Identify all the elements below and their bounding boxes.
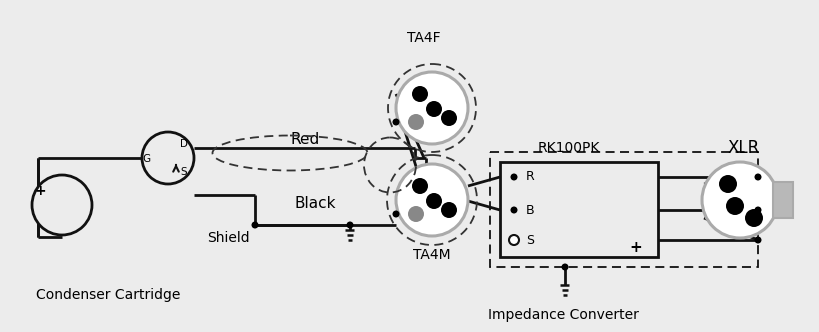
Circle shape xyxy=(392,119,399,125)
Bar xyxy=(490,152,757,267)
Circle shape xyxy=(718,175,736,193)
Circle shape xyxy=(426,193,441,209)
Circle shape xyxy=(392,210,399,217)
Text: TA4F: TA4F xyxy=(407,31,441,45)
Text: R: R xyxy=(525,171,534,184)
Circle shape xyxy=(408,114,423,130)
Circle shape xyxy=(510,207,517,213)
Text: 1: 1 xyxy=(724,179,731,189)
Text: RK100PK: RK100PK xyxy=(537,141,600,155)
Text: 2: 2 xyxy=(416,182,423,191)
Text: TA4M: TA4M xyxy=(413,248,450,262)
Text: Condenser Cartridge: Condenser Cartridge xyxy=(36,288,180,302)
Circle shape xyxy=(701,162,777,238)
Text: 2: 2 xyxy=(749,213,757,223)
Circle shape xyxy=(396,72,468,144)
Circle shape xyxy=(753,236,761,243)
Circle shape xyxy=(411,86,428,102)
Text: 4: 4 xyxy=(430,197,437,206)
Text: 2: 2 xyxy=(416,90,423,99)
Circle shape xyxy=(346,221,353,228)
Circle shape xyxy=(408,206,423,222)
Text: S: S xyxy=(525,233,533,246)
Circle shape xyxy=(251,221,258,228)
Text: 3: 3 xyxy=(446,114,451,123)
Circle shape xyxy=(561,264,568,271)
Text: 1: 1 xyxy=(413,209,419,218)
Text: Red: Red xyxy=(290,132,319,147)
Text: B: B xyxy=(525,204,534,216)
Text: Black: Black xyxy=(294,196,335,210)
Text: S: S xyxy=(180,167,187,177)
Circle shape xyxy=(142,132,194,184)
Circle shape xyxy=(396,164,468,236)
Circle shape xyxy=(753,207,761,213)
Circle shape xyxy=(744,209,762,227)
Text: G: G xyxy=(142,154,150,164)
Circle shape xyxy=(441,202,456,218)
Circle shape xyxy=(510,174,517,181)
Text: +: + xyxy=(629,239,641,255)
Circle shape xyxy=(509,235,518,245)
Text: XLR: XLR xyxy=(727,139,759,157)
Circle shape xyxy=(411,178,428,194)
Text: D: D xyxy=(180,139,188,149)
Text: Shield: Shield xyxy=(206,231,249,245)
Circle shape xyxy=(32,175,92,235)
Circle shape xyxy=(441,110,456,126)
Circle shape xyxy=(753,174,761,181)
Text: 1: 1 xyxy=(413,118,419,126)
Text: 4: 4 xyxy=(430,105,437,114)
Text: 3: 3 xyxy=(731,201,737,211)
Circle shape xyxy=(725,197,743,215)
Circle shape xyxy=(426,101,441,117)
Text: +: + xyxy=(34,184,46,198)
Bar xyxy=(500,162,657,257)
Text: Impedance Converter: Impedance Converter xyxy=(487,308,638,322)
Bar xyxy=(772,182,792,218)
Text: 3: 3 xyxy=(446,206,451,214)
